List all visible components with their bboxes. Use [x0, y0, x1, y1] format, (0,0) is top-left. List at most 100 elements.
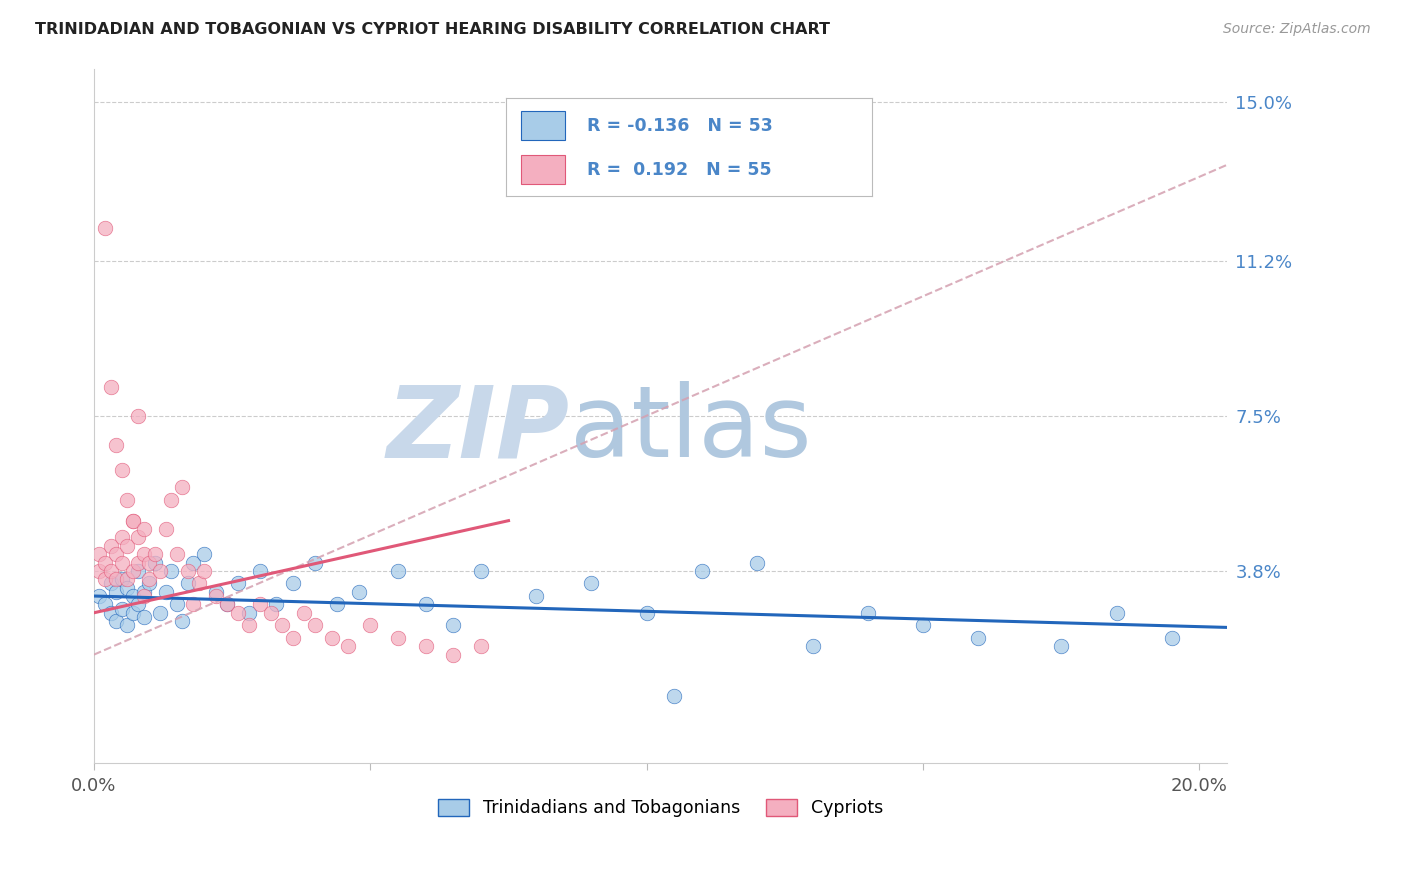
Point: [304, 556, 326, 570]
Point: [121, 514, 143, 528]
Point: [215, 598, 238, 612]
Point: [127, 598, 149, 612]
Point: [188, 576, 211, 591]
Point: [441, 648, 464, 662]
Point: [177, 576, 200, 591]
Point: [89, 547, 111, 561]
Point: [636, 606, 658, 620]
Point: [100, 576, 122, 591]
Point: [89, 564, 111, 578]
Point: [177, 564, 200, 578]
Point: [337, 640, 360, 654]
Point: [172, 614, 194, 628]
Point: [127, 409, 149, 423]
Point: [249, 564, 271, 578]
Point: [100, 539, 122, 553]
Point: [690, 564, 713, 578]
Point: [138, 572, 160, 586]
Point: [160, 564, 183, 578]
Point: [912, 618, 935, 632]
Point: [127, 556, 149, 570]
Point: [110, 463, 132, 477]
Point: [349, 584, 371, 599]
Point: [967, 631, 990, 645]
Text: TRINIDADIAN AND TOBAGONIAN VS CYPRIOT HEARING DISABILITY CORRELATION CHART: TRINIDADIAN AND TOBAGONIAN VS CYPRIOT HE…: [35, 22, 830, 37]
Point: [132, 589, 155, 603]
Point: [321, 631, 343, 645]
Point: [115, 492, 138, 507]
Point: [115, 581, 138, 595]
Point: [1050, 640, 1073, 654]
Point: [115, 539, 138, 553]
Point: [100, 380, 122, 394]
Point: [166, 598, 188, 612]
Point: [524, 589, 547, 603]
Point: [359, 618, 381, 632]
Point: [249, 598, 271, 612]
Point: [193, 564, 215, 578]
Point: [470, 564, 492, 578]
Point: [238, 606, 260, 620]
Point: [204, 584, 226, 599]
FancyBboxPatch shape: [520, 111, 565, 140]
Point: [127, 564, 149, 578]
Point: [105, 614, 128, 628]
Point: [132, 610, 155, 624]
Point: [183, 556, 205, 570]
Point: [292, 606, 315, 620]
Text: R = -0.136   N = 53: R = -0.136 N = 53: [586, 117, 772, 135]
Point: [138, 576, 160, 591]
Point: [127, 530, 149, 544]
Point: [121, 564, 143, 578]
Point: [166, 547, 188, 561]
Point: [115, 572, 138, 586]
Point: [270, 618, 292, 632]
Point: [94, 572, 117, 586]
Point: [1105, 606, 1128, 620]
Point: [149, 606, 172, 620]
Point: [387, 564, 409, 578]
Point: [801, 640, 824, 654]
Point: [226, 606, 249, 620]
Point: [155, 584, 177, 599]
Point: [215, 598, 238, 612]
Point: [155, 522, 177, 536]
Point: [149, 564, 172, 578]
Point: [115, 618, 138, 632]
Point: [387, 631, 409, 645]
Point: [138, 556, 160, 570]
Point: [105, 547, 128, 561]
Point: [132, 547, 155, 561]
Point: [204, 589, 226, 603]
Point: [183, 598, 205, 612]
Point: [100, 564, 122, 578]
Point: [226, 576, 249, 591]
Point: [470, 640, 492, 654]
Text: atlas: atlas: [569, 382, 811, 478]
Point: [415, 640, 437, 654]
Point: [172, 480, 194, 494]
Point: [856, 606, 879, 620]
Text: ZIP: ZIP: [387, 382, 569, 478]
Point: [281, 576, 304, 591]
Point: [132, 584, 155, 599]
Point: [581, 576, 603, 591]
Point: [110, 556, 132, 570]
Point: [121, 514, 143, 528]
Text: R =  0.192   N = 55: R = 0.192 N = 55: [586, 161, 772, 178]
FancyBboxPatch shape: [520, 155, 565, 185]
Point: [94, 556, 117, 570]
Point: [121, 589, 143, 603]
Point: [100, 606, 122, 620]
Point: [1160, 631, 1182, 645]
Point: [193, 547, 215, 561]
Point: [281, 631, 304, 645]
Point: [326, 598, 349, 612]
Point: [89, 589, 111, 603]
Text: Source: ZipAtlas.com: Source: ZipAtlas.com: [1223, 22, 1371, 37]
Legend: Trinidadians and Tobagonians, Cypriots: Trinidadians and Tobagonians, Cypriots: [430, 791, 890, 824]
Point: [441, 618, 464, 632]
Point: [121, 606, 143, 620]
Point: [747, 556, 769, 570]
Point: [160, 492, 183, 507]
